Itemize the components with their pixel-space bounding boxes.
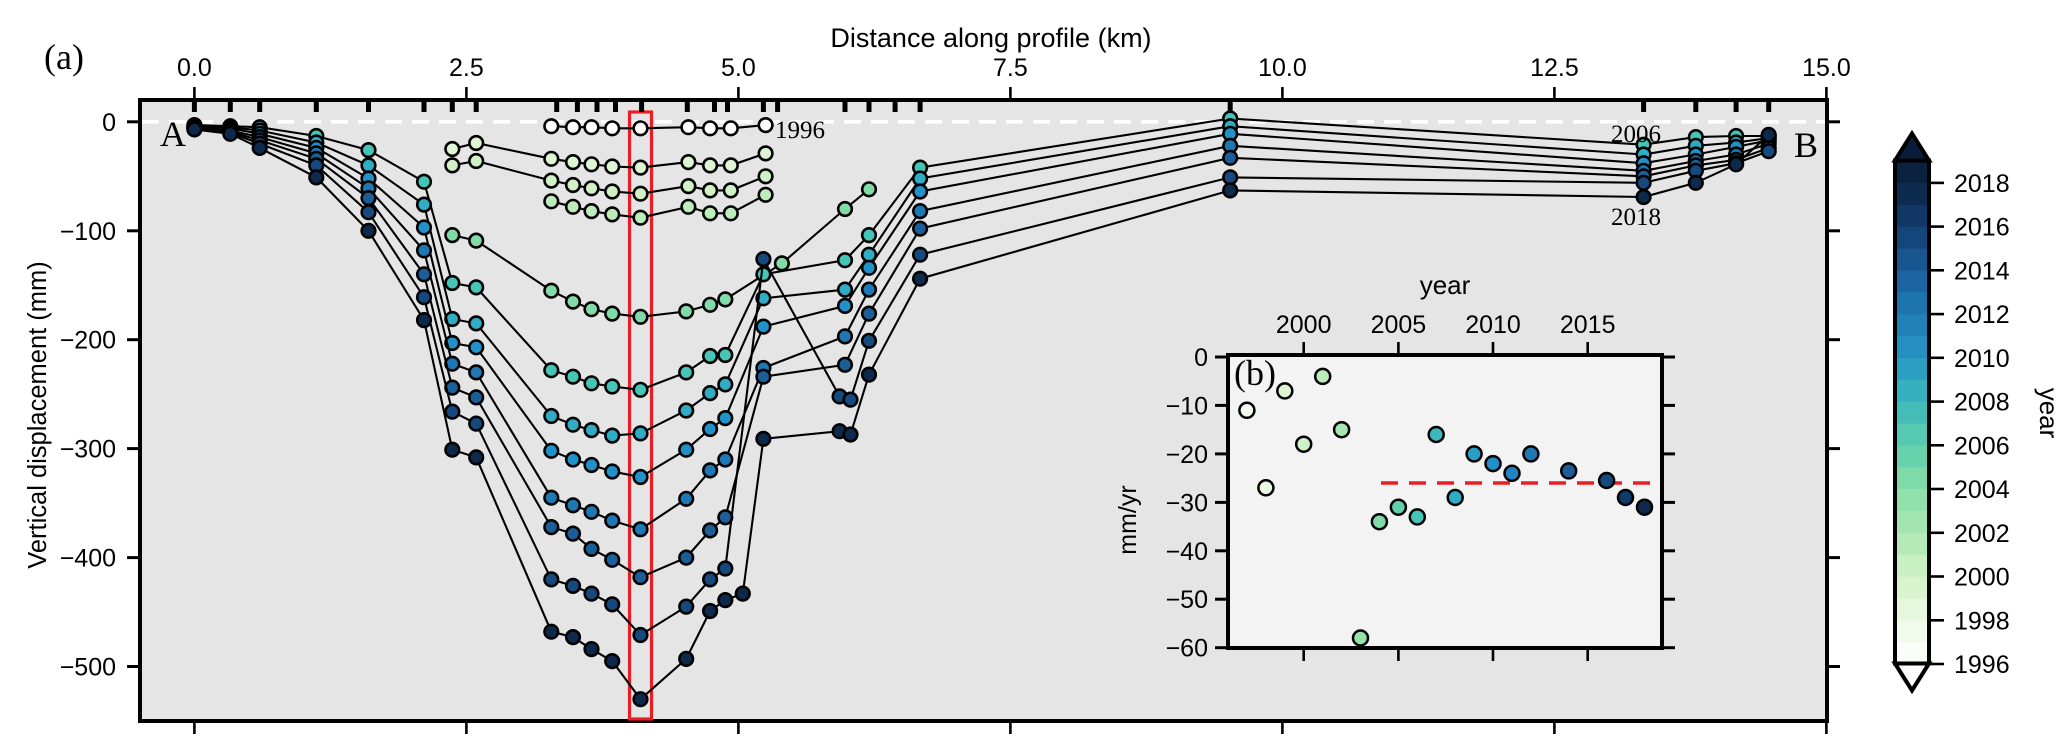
svg-text:2008: 2008 <box>1954 389 2010 417</box>
svg-text:−300: −300 <box>60 436 116 464</box>
svg-text:2012: 2012 <box>1954 301 2010 329</box>
svg-text:12.5: 12.5 <box>1530 54 1579 82</box>
svg-text:−100: −100 <box>60 218 116 246</box>
svg-text:15.0: 15.0 <box>1802 54 1851 82</box>
svg-text:(a): (a) <box>44 37 84 77</box>
svg-text:7.5: 7.5 <box>993 54 1028 82</box>
svg-text:−500: −500 <box>60 654 116 682</box>
svg-text:2.5: 2.5 <box>449 54 484 82</box>
svg-text:−10: −10 <box>1166 392 1208 420</box>
svg-text:B: B <box>1794 125 1818 165</box>
svg-text:0: 0 <box>102 109 116 137</box>
svg-text:2010: 2010 <box>1465 311 1521 339</box>
svg-text:Vertical displacement (mm): Vertical displacement (mm) <box>24 261 52 569</box>
svg-text:(b): (b) <box>1234 353 1276 393</box>
svg-text:2002: 2002 <box>1954 520 2010 548</box>
svg-text:2000: 2000 <box>1954 564 2010 592</box>
svg-text:1998: 1998 <box>1954 607 2010 635</box>
svg-text:5.0: 5.0 <box>721 54 756 82</box>
svg-text:year: year <box>1420 270 1471 300</box>
svg-text:−400: −400 <box>60 545 116 573</box>
svg-text:mm/yr: mm/yr <box>1114 485 1142 554</box>
svg-text:−200: −200 <box>60 327 116 355</box>
svg-text:2005: 2005 <box>1371 311 1427 339</box>
svg-text:0.0: 0.0 <box>177 54 212 82</box>
svg-text:2000: 2000 <box>1276 311 1332 339</box>
svg-text:1996: 1996 <box>1954 651 2010 679</box>
svg-text:2006: 2006 <box>1611 121 1661 148</box>
svg-text:year: year <box>2034 388 2064 439</box>
svg-text:2004: 2004 <box>1954 476 2010 504</box>
svg-text:2014: 2014 <box>1954 257 2010 285</box>
svg-text:2010: 2010 <box>1954 345 2010 373</box>
svg-text:2006: 2006 <box>1954 432 2010 460</box>
svg-text:2016: 2016 <box>1954 214 2010 242</box>
svg-text:2018: 2018 <box>1611 204 1661 231</box>
svg-text:10.0: 10.0 <box>1258 54 1307 82</box>
svg-text:1996: 1996 <box>775 117 825 144</box>
svg-text:−40: −40 <box>1166 538 1208 566</box>
svg-text:−50: −50 <box>1166 586 1208 614</box>
svg-text:A: A <box>160 114 186 154</box>
svg-text:−60: −60 <box>1166 635 1208 663</box>
svg-text:Distance along profile (km): Distance along profile (km) <box>830 23 1151 53</box>
svg-text:−30: −30 <box>1166 489 1208 517</box>
svg-text:2015: 2015 <box>1560 311 1616 339</box>
svg-text:−20: −20 <box>1166 441 1208 469</box>
svg-text:0: 0 <box>1194 344 1208 372</box>
svg-text:2018: 2018 <box>1954 170 2010 198</box>
